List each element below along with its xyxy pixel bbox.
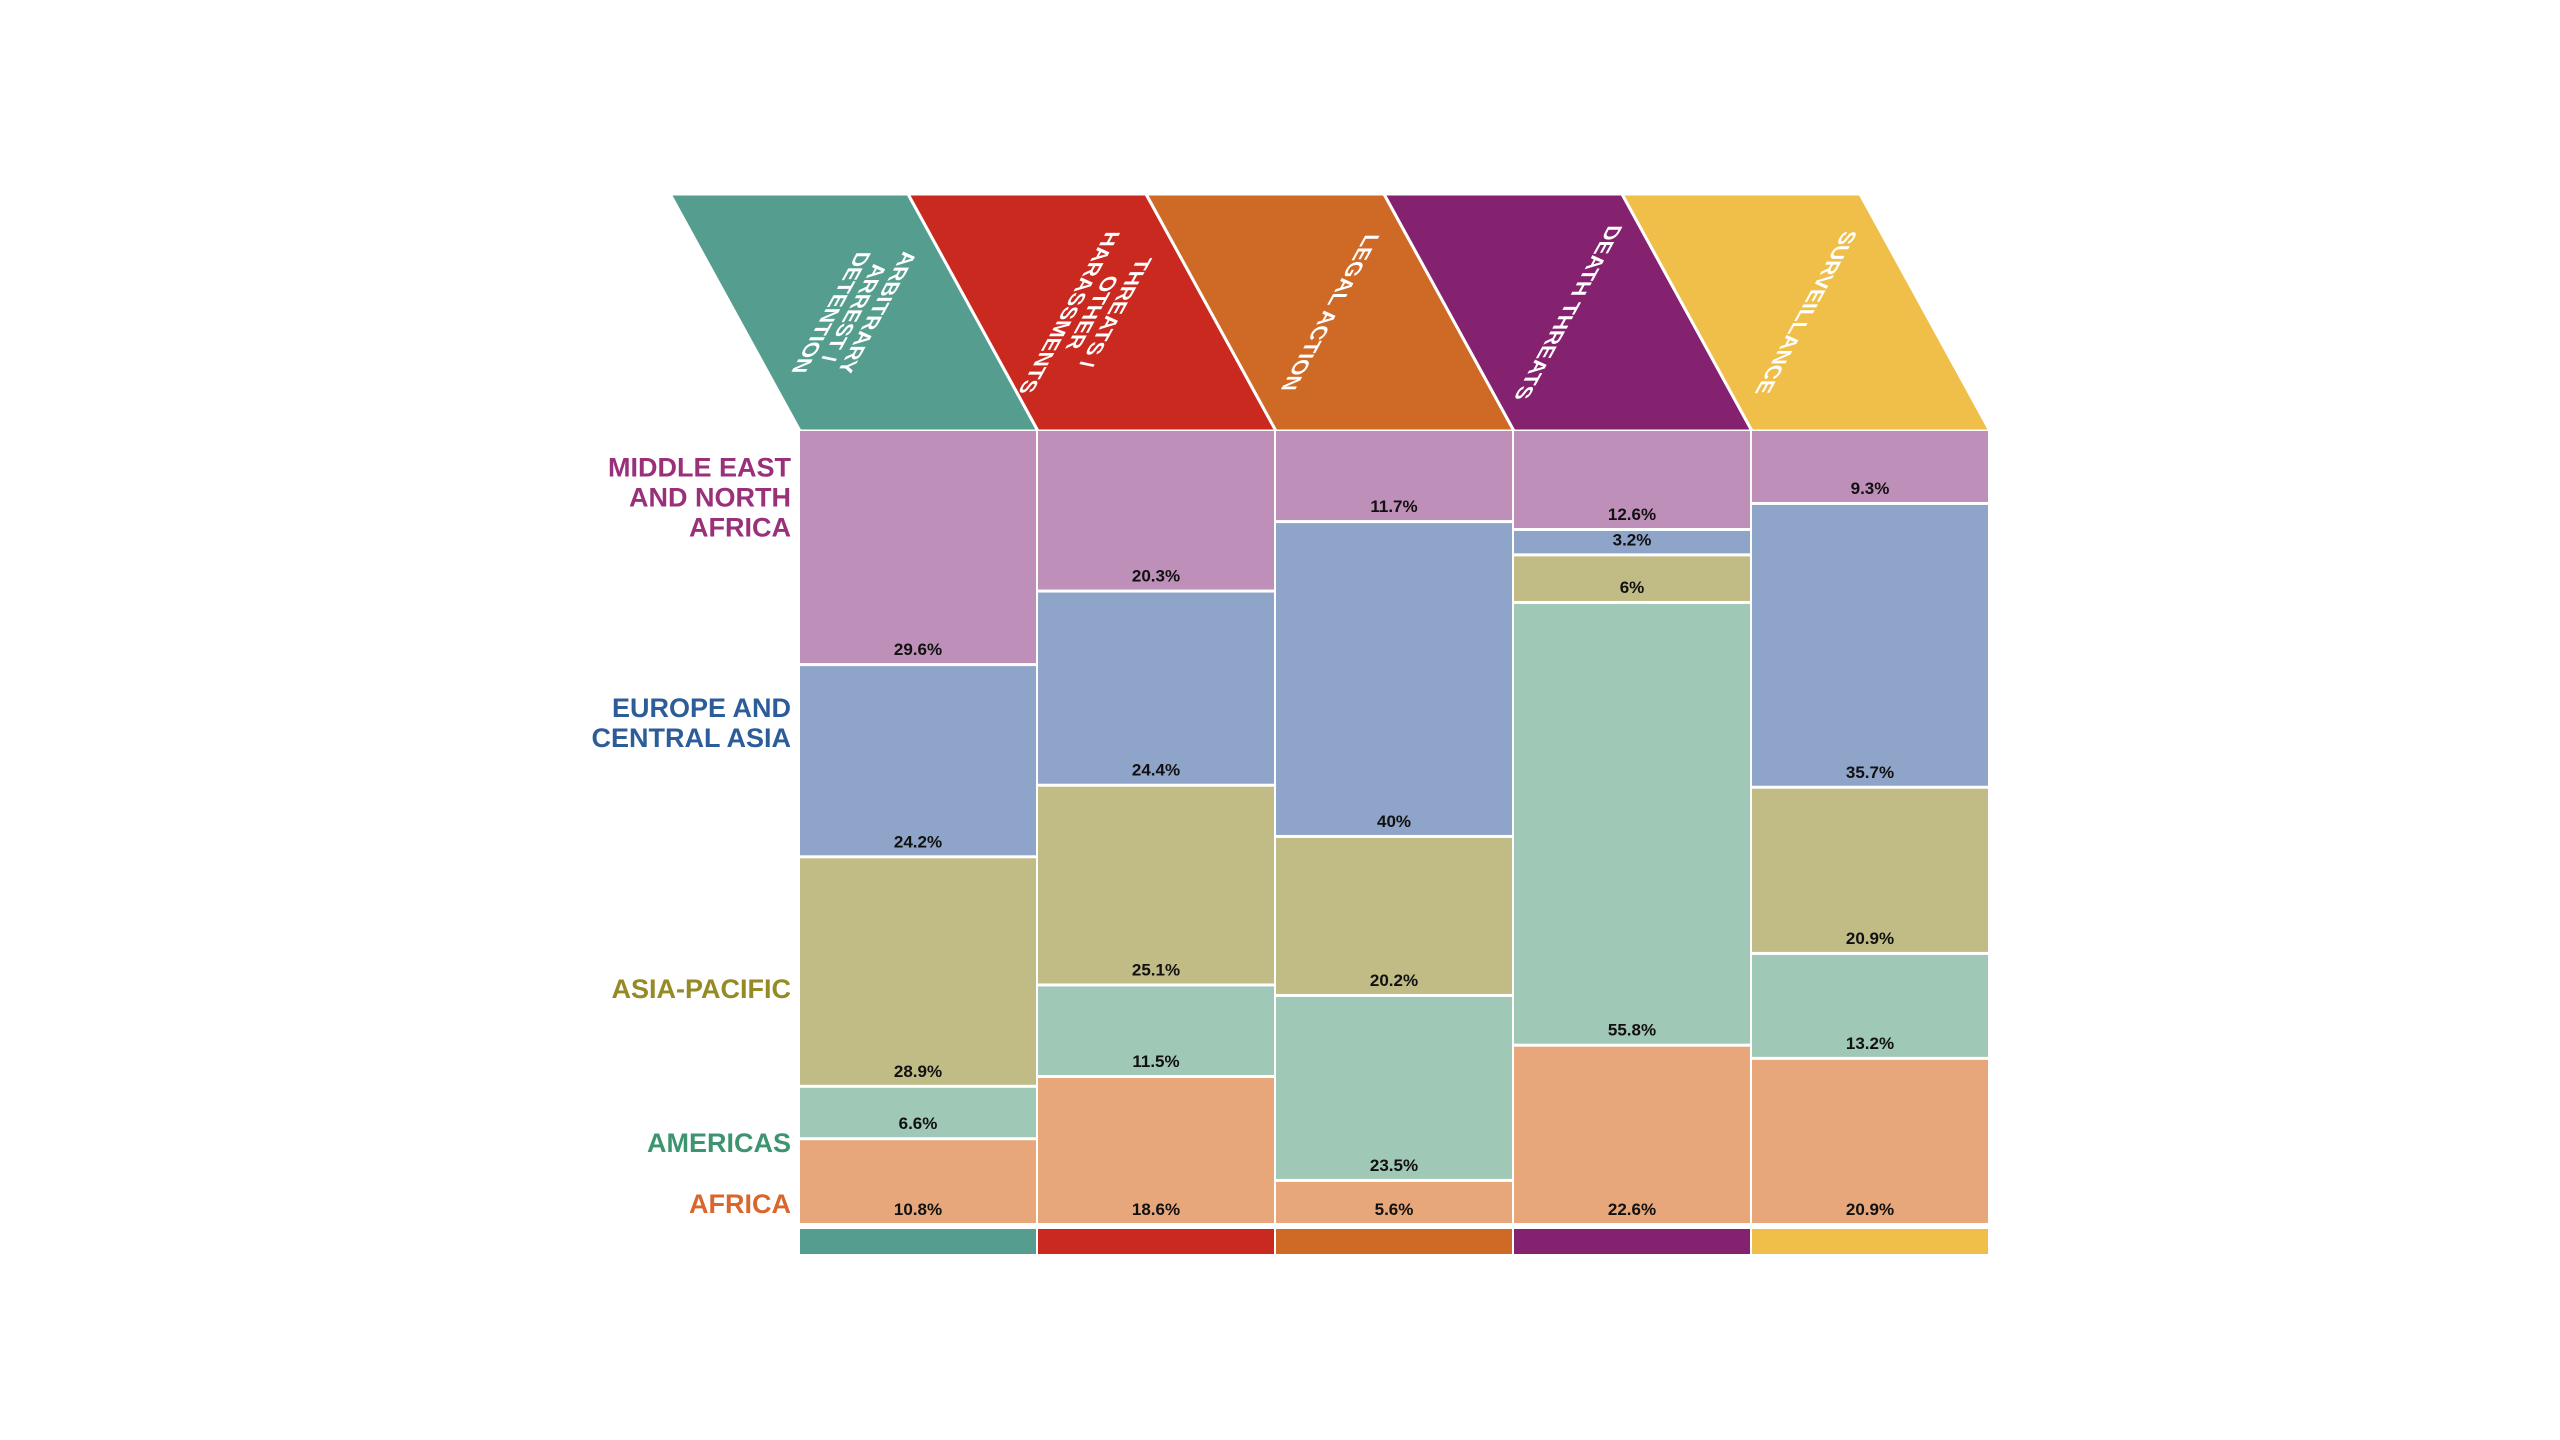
cell-asia-pacific-4 [1514, 556, 1750, 601]
header-surveillance [1619, 192, 1993, 433]
cell-middle-east-and-north-africa-1 [800, 431, 1036, 664]
cell-europe-and-central-asia-5 [1752, 504, 1988, 786]
cell-africa-2 [1038, 1077, 1274, 1223]
region-label-europe-and-central-asia: CENTRAL ASIA [591, 723, 791, 753]
value-label: 29.6% [894, 640, 942, 659]
region-label-middle-east-and-north-africa: AFRICA [689, 513, 791, 543]
value-label: 24.4% [1132, 761, 1180, 780]
value-label: 11.7% [1370, 497, 1417, 516]
cell-africa-4 [1514, 1046, 1750, 1223]
cell-americas-3 [1276, 996, 1512, 1179]
region-label-middle-east-and-north-africa: AND NORTH [629, 483, 791, 513]
value-label: 28.9% [894, 1062, 942, 1081]
region-label-asia-pacific: ASIA-PACIFIC [612, 974, 792, 1004]
value-label: 18.6% [1132, 1200, 1180, 1219]
value-label: 13.2% [1846, 1034, 1894, 1053]
value-label: 24.2% [894, 832, 942, 851]
value-label: 25.1% [1132, 960, 1180, 979]
cell-middle-east-and-north-africa-5 [1752, 431, 1988, 502]
value-label: 20.2% [1370, 971, 1418, 990]
category-band-2 [1038, 1229, 1274, 1254]
value-label: 35.7% [1846, 763, 1894, 782]
cell-asia-pacific-5 [1752, 788, 1988, 952]
cell-americas-2 [1038, 986, 1274, 1075]
value-label: 20.9% [1846, 929, 1894, 948]
category-band-3 [1276, 1229, 1512, 1254]
cell-americas-4 [1514, 603, 1750, 1044]
value-label: 23.5% [1370, 1156, 1418, 1175]
cell-middle-east-and-north-africa-3 [1276, 431, 1512, 521]
cell-americas-1 [800, 1087, 1036, 1138]
value-label: 3.2% [1613, 530, 1652, 549]
cell-africa-5 [1752, 1059, 1988, 1223]
value-label: 9.3% [1851, 479, 1890, 498]
cell-africa-3 [1276, 1181, 1512, 1223]
cell-americas-5 [1752, 954, 1988, 1057]
region-label-americas: AMERICAS [647, 1128, 791, 1158]
cell-middle-east-and-north-africa-4 [1514, 431, 1750, 528]
cell-europe-and-central-asia-2 [1038, 592, 1274, 784]
region-label-europe-and-central-asia: EUROPE AND [612, 693, 791, 723]
cell-asia-pacific-1 [800, 858, 1036, 1085]
cell-asia-pacific-3 [1276, 837, 1512, 994]
cell-asia-pacific-2 [1038, 786, 1274, 984]
category-band-1 [800, 1229, 1036, 1254]
value-label: 11.5% [1132, 1052, 1179, 1071]
mosaic-cells: 29.6% 24.2% 28.9% 6.6% 10.8% 20.3% 24.4% 25.1% 1… [800, 431, 1988, 1254]
cell-europe-and-central-asia-4 [1514, 530, 1750, 554]
category-band-4 [1514, 1229, 1750, 1254]
category-band-5 [1752, 1229, 1988, 1254]
value-label: 6% [1620, 578, 1645, 597]
cell-africa-1 [800, 1140, 1036, 1223]
cell-europe-and-central-asia-3 [1276, 523, 1512, 835]
value-label: 6.6% [899, 1114, 938, 1133]
value-label: 20.3% [1132, 567, 1180, 586]
region-label-africa: AFRICA [689, 1189, 791, 1219]
value-label: 12.6% [1608, 505, 1656, 524]
value-label: 40% [1377, 812, 1411, 831]
value-label: 55.8% [1608, 1021, 1656, 1040]
value-label: 20.9% [1846, 1200, 1894, 1219]
value-label: 5.6% [1375, 1200, 1414, 1219]
region-label-middle-east-and-north-africa: MIDDLE EAST [608, 453, 792, 483]
value-label: 10.8% [894, 1200, 942, 1219]
cell-europe-and-central-asia-1 [800, 666, 1036, 856]
cell-middle-east-and-north-africa-2 [1038, 431, 1274, 590]
value-label: 22.6% [1608, 1200, 1656, 1219]
